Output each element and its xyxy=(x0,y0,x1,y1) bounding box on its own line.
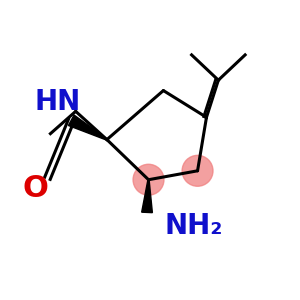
Text: NH₂: NH₂ xyxy=(165,212,223,240)
Circle shape xyxy=(182,155,213,186)
Polygon shape xyxy=(142,180,152,213)
Text: O: O xyxy=(22,174,49,203)
Polygon shape xyxy=(68,115,107,140)
Circle shape xyxy=(133,164,164,195)
Text: HN: HN xyxy=(35,88,81,116)
